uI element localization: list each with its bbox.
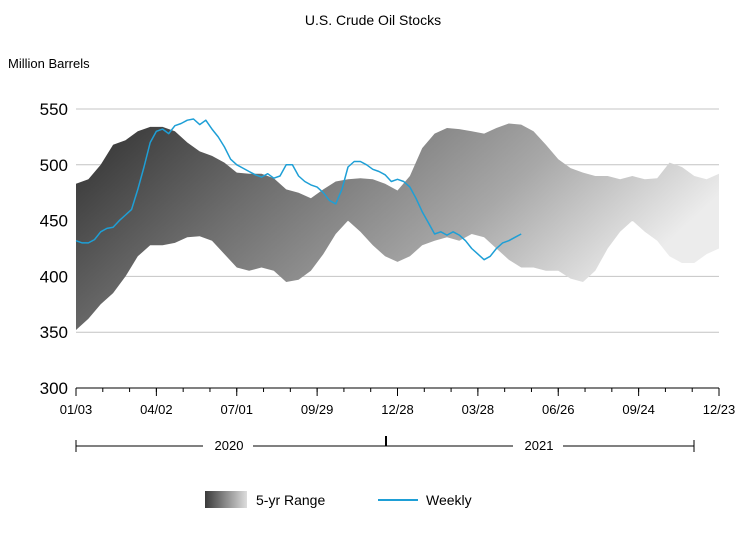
x-tick-label: 09/29	[301, 402, 334, 417]
five-year-range-area	[76, 123, 719, 330]
year-label-2020: 2020	[215, 438, 244, 453]
x-tick-label: 04/02	[140, 402, 173, 417]
y-tick-label: 450	[40, 212, 68, 231]
y-tick-label: 550	[40, 100, 68, 119]
legend-range-label: 5-yr Range	[256, 492, 325, 508]
year-label-bg-2020	[203, 438, 253, 454]
x-tick-label: 01/03	[60, 402, 93, 417]
x-tick-label: 12/23	[703, 402, 736, 417]
x-tick-label: 12/28	[381, 402, 414, 417]
year-brackets: 2020 2021	[75, 436, 695, 454]
y-tick-label: 400	[40, 267, 68, 286]
legend-range-swatch	[205, 491, 247, 508]
chart-title: U.S. Crude Oil Stocks	[305, 12, 441, 28]
x-tick-label: 09/24	[622, 402, 655, 417]
legend: 5-yr Range Weekly	[205, 491, 472, 508]
year-label-bg-2021	[513, 438, 563, 454]
y-axis-ticks: 550 500 450 400 350 300	[40, 100, 68, 398]
y-axis-unit-label: Million Barrels	[8, 56, 90, 71]
x-axis-ticks: 01/03 04/02 07/01 09/29 12/28 03/28 06/26 09/24…	[60, 388, 736, 417]
x-tick-label: 03/28	[462, 402, 495, 417]
y-tick-label: 300	[40, 379, 68, 398]
legend-weekly-label: Weekly	[426, 492, 472, 508]
y-tick-label: 500	[40, 156, 68, 175]
x-tick-label: 07/01	[220, 402, 253, 417]
year-label-2021: 2021	[525, 438, 554, 453]
x-tick-label: 06/26	[542, 402, 575, 417]
y-tick-label: 350	[40, 323, 68, 342]
weekly-series-line	[75, 118, 522, 261]
